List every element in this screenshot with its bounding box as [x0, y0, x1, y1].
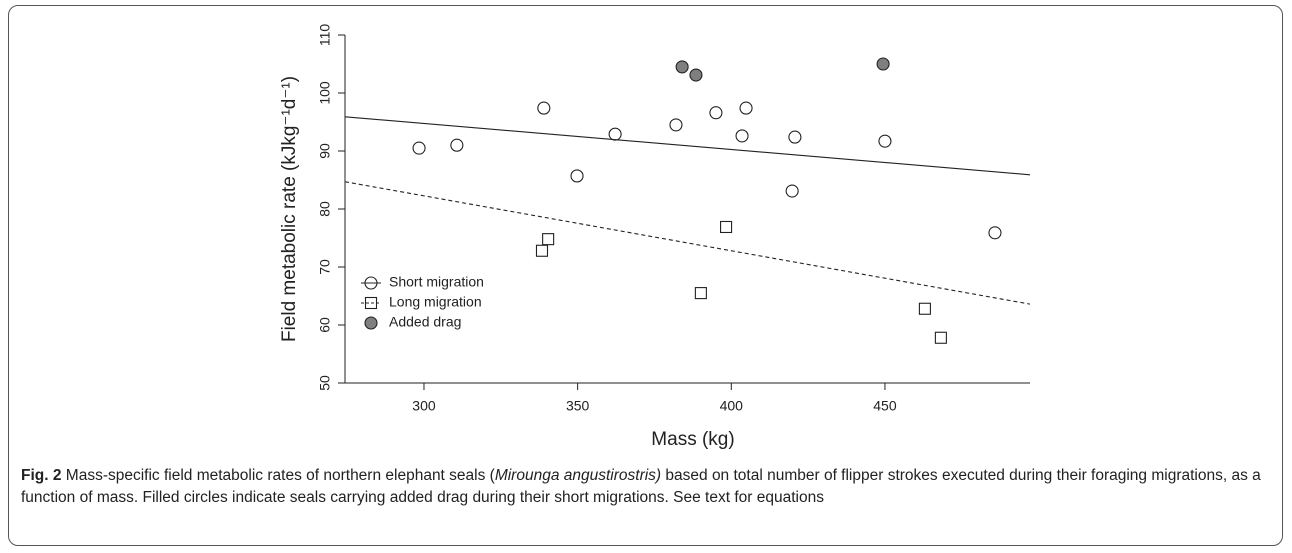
- legend-symbol: [364, 296, 378, 310]
- data-point: [988, 226, 1002, 240]
- figure-frame: [8, 5, 1283, 546]
- data-point: [918, 302, 931, 315]
- data-point: [739, 101, 753, 115]
- data-point: [608, 127, 622, 141]
- data-point: [876, 57, 890, 71]
- data-point: [689, 68, 703, 82]
- y-tick-label: 80: [317, 201, 333, 217]
- legend-label: Added drag: [389, 314, 461, 330]
- x-tick-label: 350: [566, 398, 590, 414]
- chart: Mass (kg) Field metabolic rate (kJkg⁻¹d⁻…: [279, 24, 1031, 450]
- data-point: [570, 169, 584, 183]
- caption-italic: Mirounga angustirostris): [494, 467, 662, 484]
- y-tick-label: 90: [317, 143, 333, 159]
- data-point: [675, 60, 689, 74]
- data-point: [788, 130, 802, 144]
- data-point: [934, 331, 947, 344]
- caption-text: Mass-specific field metabolic rates of n…: [61, 467, 495, 484]
- x-tick-label: 400: [720, 398, 744, 414]
- data-point: [669, 118, 683, 132]
- data-point: [542, 233, 555, 246]
- y-tick-label: 100: [317, 81, 333, 105]
- caption-text: based on total number of flipper strokes…: [21, 467, 1261, 506]
- legend-label: Long migration: [389, 294, 482, 310]
- y-tick-label: 70: [317, 259, 333, 275]
- x-axis-label: Mass (kg): [651, 429, 734, 450]
- data-point: [535, 244, 549, 257]
- data-point: [537, 101, 551, 115]
- data-point: [694, 287, 707, 300]
- y-axis-label: Field metabolic rate (kJkg⁻¹d⁻¹): [279, 76, 300, 342]
- data-point: [709, 106, 723, 120]
- legend-symbol: [364, 276, 378, 290]
- x-tick-label: 450: [873, 398, 897, 414]
- fit-line: [344, 116, 1031, 176]
- y-tick-label: 50: [317, 375, 333, 391]
- data-point: [785, 184, 799, 198]
- data-point: [450, 138, 464, 152]
- data-point: [735, 129, 749, 143]
- caption-label: Fig. 2: [21, 467, 62, 484]
- legend-symbol: [364, 316, 378, 330]
- y-tick-label: 110: [317, 24, 333, 47]
- data-point: [878, 134, 892, 148]
- caption: Fig. 2 Mass-specific field metabolic rat…: [21, 465, 1271, 508]
- data-point: [412, 141, 426, 155]
- data-point: [720, 220, 733, 234]
- x-tick-label: 300: [412, 398, 436, 414]
- legend-label: Short migration: [389, 274, 484, 290]
- fit-line: [344, 181, 1031, 305]
- y-tick-label: 60: [317, 317, 333, 333]
